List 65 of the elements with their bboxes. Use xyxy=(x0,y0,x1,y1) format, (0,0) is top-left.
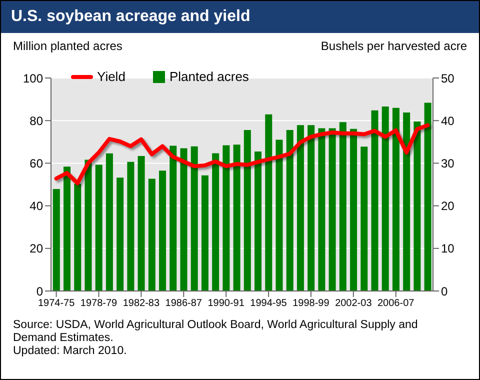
bar xyxy=(318,128,326,291)
bar xyxy=(286,130,294,291)
y-tick-label: 80 xyxy=(30,114,44,128)
y-tick-label: 20 xyxy=(30,242,44,256)
bar xyxy=(424,102,432,291)
bar xyxy=(148,178,156,291)
bar xyxy=(328,128,336,291)
bar xyxy=(233,144,240,291)
bar xyxy=(201,175,208,291)
y2-tick-label: 50 xyxy=(441,71,455,86)
legend-label: Planted acres xyxy=(169,69,249,84)
bar xyxy=(159,170,166,291)
x-tick-label: 1974-75 xyxy=(38,298,76,310)
bar xyxy=(254,151,262,291)
bar xyxy=(106,153,113,291)
bar xyxy=(244,130,251,291)
bar xyxy=(95,164,102,291)
bar xyxy=(116,178,124,291)
bar xyxy=(84,160,92,291)
x-tick-label: 1978-79 xyxy=(80,298,118,310)
x-tick-label: 2002-03 xyxy=(335,298,372,310)
y2-tick-label: 40 xyxy=(441,114,455,128)
y-tick-label: 40 xyxy=(30,199,44,214)
x-tick-label: 1990-91 xyxy=(208,298,245,310)
bar xyxy=(360,146,368,291)
y-tick-label: 0 xyxy=(36,284,44,298)
line-series xyxy=(54,123,430,186)
x-tick-label: 2006-07 xyxy=(378,298,415,310)
bar xyxy=(74,184,82,291)
bar xyxy=(190,146,198,291)
y-tick-label: 100 xyxy=(22,71,44,86)
bar xyxy=(350,128,358,291)
bar xyxy=(170,146,177,291)
bar xyxy=(276,140,283,291)
bar xyxy=(127,162,134,291)
bar xyxy=(371,110,378,291)
y2-tick-label: 0 xyxy=(441,284,448,298)
y2-tick-label: 20 xyxy=(441,199,455,214)
bar xyxy=(52,188,60,291)
x-tick-label: 1998-99 xyxy=(292,298,330,310)
bar xyxy=(296,125,304,291)
bar xyxy=(64,166,71,291)
x-tick-label: 1982-83 xyxy=(122,298,160,310)
bar xyxy=(414,121,421,291)
y2-tick-label: 30 xyxy=(441,156,455,170)
text: Updated: March 2010. xyxy=(13,345,128,358)
source-note: Source: USDA, World Agricultural Outlook Board, World Agricultural Supply and Demand Estimates. xyxy=(13,319,419,345)
bar xyxy=(403,112,410,291)
x-tick-label: 1986-87 xyxy=(165,298,202,310)
x-tick-label: 1994-95 xyxy=(250,298,288,310)
chart-title: U.S. soybean acreage and yield xyxy=(1,1,479,33)
bar xyxy=(392,108,400,291)
bar xyxy=(222,145,230,291)
y-tick-label: 60 xyxy=(30,156,44,170)
y-axis-title: Million planted acres xyxy=(13,39,122,53)
y2-tick-label: 10 xyxy=(441,242,455,256)
bar xyxy=(212,153,220,291)
bar xyxy=(138,156,145,291)
bar xyxy=(339,122,346,291)
y2-axis-title: Bushels per harvested acre xyxy=(320,39,467,53)
bar xyxy=(180,148,188,291)
bar xyxy=(382,106,389,291)
bar xyxy=(265,114,272,291)
legend-label: Yield xyxy=(97,69,126,84)
bar xyxy=(308,125,315,291)
